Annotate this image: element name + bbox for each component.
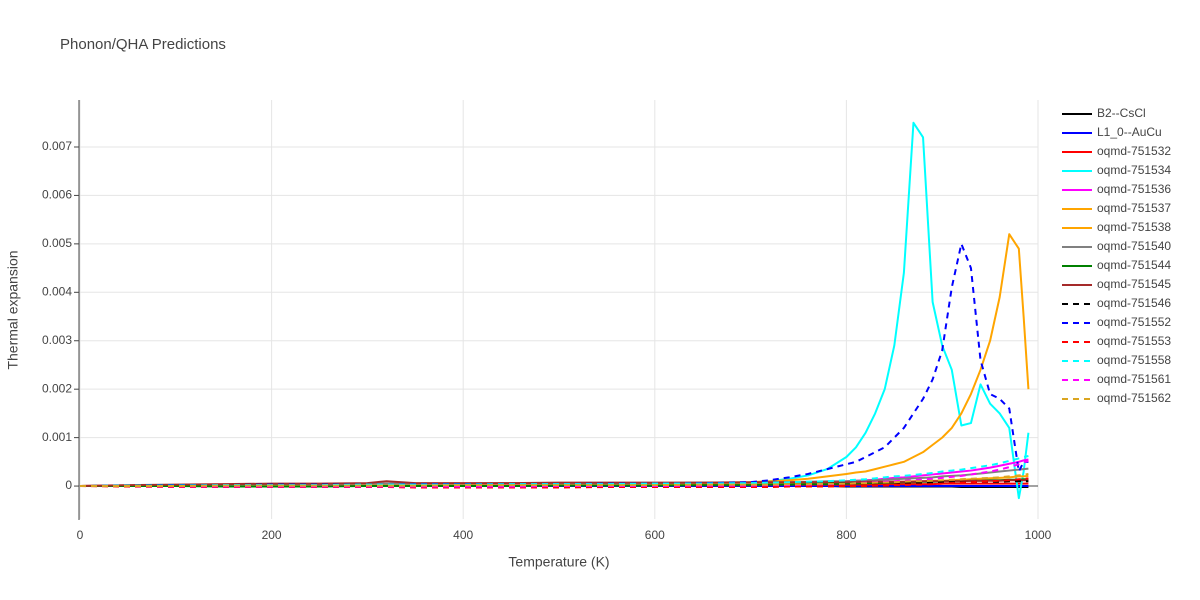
y-tick-label: 0.002 — [42, 381, 72, 395]
legend-label: oqmd-751562 — [1097, 391, 1171, 405]
x-tick-label: 200 — [262, 528, 282, 542]
y-tick-label: 0.006 — [42, 188, 72, 202]
legend-label: oqmd-751561 — [1097, 372, 1171, 386]
x-tick-label: 400 — [453, 528, 473, 542]
series-line — [80, 472, 1029, 488]
chart-title: Phonon/QHA Predictions — [60, 36, 226, 53]
y-tick-label: 0.001 — [42, 430, 72, 444]
y-tick-label: 0.004 — [42, 284, 72, 298]
legend: B2--CsCl L1_0--AuCu oqmd-751532 oqmd-751534… — [1062, 106, 1171, 405]
legend-label: oqmd-751552 — [1097, 315, 1171, 329]
legend-label: oqmd-751540 — [1097, 239, 1171, 253]
x-tick-label: 600 — [645, 528, 665, 542]
legend-label: oqmd-751534 — [1097, 163, 1171, 177]
y-axis-title: Thermal expansion — [5, 250, 21, 369]
legend-label: oqmd-751558 — [1097, 353, 1171, 367]
legend-label: oqmd-751544 — [1097, 258, 1171, 272]
plot-area — [79, 121, 1030, 500]
legend-label: L1_0--AuCu — [1097, 125, 1162, 139]
x-tick-label: 0 — [77, 528, 84, 542]
legend-label: B2--CsCl — [1097, 106, 1146, 120]
legend-label: oqmd-751545 — [1097, 277, 1171, 291]
legend-label: oqmd-751532 — [1097, 144, 1171, 158]
y-tick-label: 0.007 — [42, 139, 72, 153]
legend-label: oqmd-751546 — [1097, 296, 1171, 310]
x-tick-label: 800 — [836, 528, 856, 542]
legend-label: oqmd-751553 — [1097, 334, 1171, 348]
legend-label: oqmd-751537 — [1097, 201, 1171, 215]
legend-label: oqmd-751536 — [1097, 182, 1171, 196]
grid: 0 200 400 600 800 1000 0 0.001 0.002 0.003 0.004 0.… — [42, 100, 1052, 542]
y-tick-label: 0.003 — [42, 333, 72, 347]
x-axis-title: Temperature (K) — [508, 554, 609, 570]
y-tick-label: 0 — [65, 478, 72, 492]
legend-label: oqmd-751538 — [1097, 220, 1171, 234]
series-line — [79, 479, 1029, 488]
y-tick-label: 0.005 — [42, 236, 72, 250]
x-tick-label: 1000 — [1025, 528, 1052, 542]
